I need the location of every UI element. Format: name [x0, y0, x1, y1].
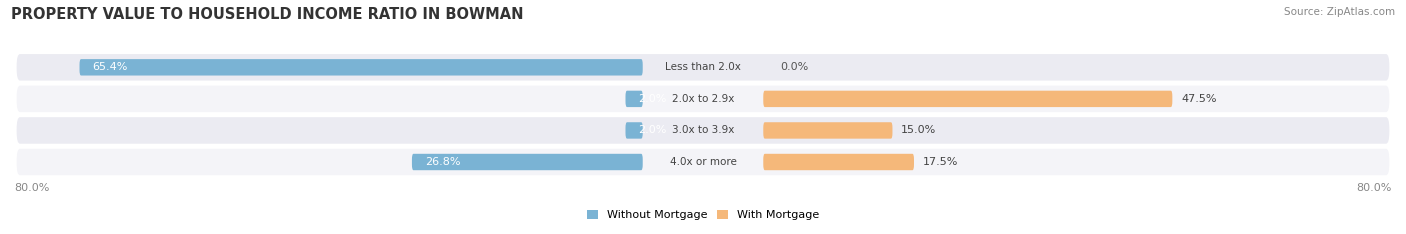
- FancyBboxPatch shape: [626, 91, 643, 107]
- Text: 80.0%: 80.0%: [1357, 183, 1392, 194]
- FancyBboxPatch shape: [80, 59, 643, 76]
- Text: PROPERTY VALUE TO HOUSEHOLD INCOME RATIO IN BOWMAN: PROPERTY VALUE TO HOUSEHOLD INCOME RATIO…: [11, 7, 524, 22]
- Text: 2.0%: 2.0%: [638, 94, 666, 104]
- FancyBboxPatch shape: [17, 54, 1389, 80]
- Text: Less than 2.0x: Less than 2.0x: [665, 62, 741, 72]
- Text: 26.8%: 26.8%: [425, 157, 460, 167]
- FancyBboxPatch shape: [763, 91, 1173, 107]
- Text: 2.0%: 2.0%: [638, 125, 666, 135]
- FancyBboxPatch shape: [626, 122, 643, 139]
- FancyBboxPatch shape: [763, 154, 914, 170]
- FancyBboxPatch shape: [412, 154, 643, 170]
- FancyBboxPatch shape: [17, 117, 1389, 144]
- Text: 4.0x or more: 4.0x or more: [669, 157, 737, 167]
- Text: 2.0x to 2.9x: 2.0x to 2.9x: [672, 94, 734, 104]
- Text: 47.5%: 47.5%: [1181, 94, 1216, 104]
- Text: 80.0%: 80.0%: [14, 183, 49, 194]
- Text: 0.0%: 0.0%: [780, 62, 808, 72]
- Text: 15.0%: 15.0%: [901, 125, 936, 135]
- Text: 17.5%: 17.5%: [922, 157, 957, 167]
- FancyBboxPatch shape: [17, 149, 1389, 175]
- FancyBboxPatch shape: [763, 122, 893, 139]
- Text: 3.0x to 3.9x: 3.0x to 3.9x: [672, 125, 734, 135]
- Legend: Without Mortgage, With Mortgage: Without Mortgage, With Mortgage: [588, 210, 818, 220]
- Text: Source: ZipAtlas.com: Source: ZipAtlas.com: [1284, 7, 1395, 17]
- FancyBboxPatch shape: [17, 86, 1389, 112]
- Text: 65.4%: 65.4%: [93, 62, 128, 72]
